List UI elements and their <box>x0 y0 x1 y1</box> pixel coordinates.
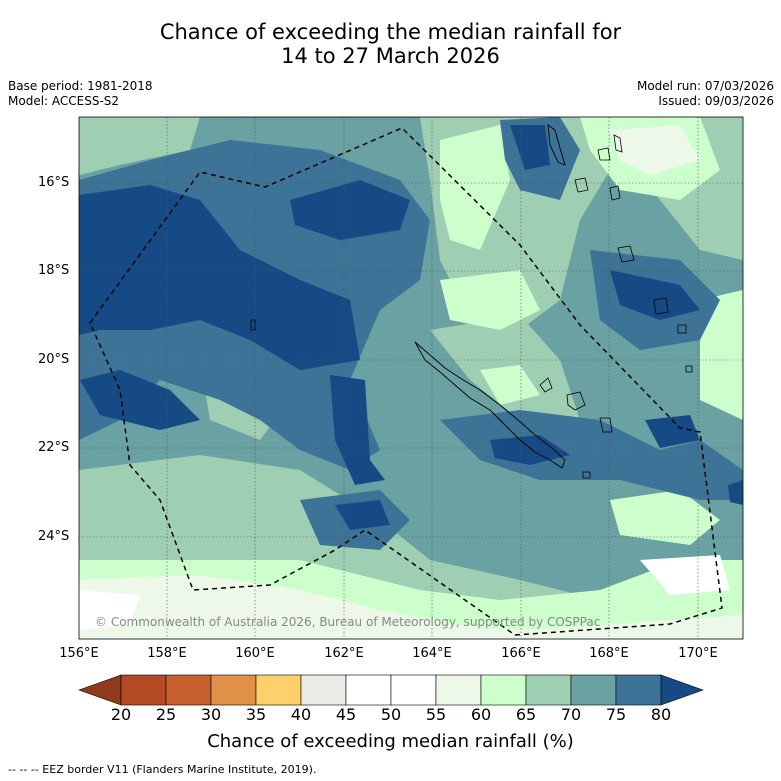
region-over-80-edge <box>728 480 743 505</box>
colorbar <box>78 674 704 706</box>
colorbar-swatch-55-60 <box>435 674 482 706</box>
colorbar-swatch-60-65 <box>480 674 527 706</box>
lat-label-20s: 20°S <box>38 352 70 367</box>
colorbar-tick-80: 80 <box>650 705 672 724</box>
colorbar-tick-75: 75 <box>605 705 627 724</box>
colorbar-tick-70: 70 <box>560 705 582 724</box>
copyright-text: © Commonwealth of Australia 2026, Bureau… <box>95 615 600 629</box>
colorbar-under-arrow <box>78 674 122 706</box>
colorbar-swatch-20-25 <box>120 674 167 706</box>
region-over-80-west <box>79 185 360 370</box>
region-60-65-se <box>610 490 720 545</box>
region-60-65-north <box>440 125 510 250</box>
colorbar-tick-45: 45 <box>335 705 357 724</box>
region-60-65-mid <box>440 270 540 330</box>
colorbar-tick-55: 55 <box>425 705 447 724</box>
lon-label-156e: 156°E <box>59 646 99 661</box>
colorbar-swatch-65-70 <box>525 674 572 706</box>
region-over-80-ncal <box>490 435 570 465</box>
map-title-line1: Chance of exceeding the median rainfall … <box>159 20 622 44</box>
colorbar-swatch-35-40 <box>255 674 302 706</box>
lon-label-170e: 170°E <box>678 646 718 661</box>
colorbar-tick-40: 40 <box>290 705 312 724</box>
region-50-55-se <box>640 555 730 595</box>
island-pines <box>582 471 591 479</box>
base-period: Base period: 1981-2018 <box>8 79 153 93</box>
region-60-65-east <box>700 290 743 420</box>
lat-label-22s: 22°S <box>38 440 70 455</box>
island-lifou <box>566 391 586 411</box>
island-mare <box>599 417 613 433</box>
lon-label-160e: 160°E <box>235 646 275 661</box>
eez-border <box>89 127 723 636</box>
region-75-80-ncal-south <box>440 410 743 500</box>
colorbar-title: Chance of exceeding median rainfall (%) <box>207 731 574 752</box>
colorbar-swatch-50-55 <box>390 674 437 706</box>
region-55-60-south <box>79 575 743 639</box>
lat-label-24s: 24°S <box>38 529 70 544</box>
colorbar-swatch-70-75 <box>570 674 617 706</box>
region-55-60-ne <box>610 125 700 175</box>
island-efate <box>617 245 635 263</box>
map-title-line2: 14 to 27 March 2026 <box>281 44 500 68</box>
island-pentecost <box>613 134 623 153</box>
colorbar-tick-20: 20 <box>110 705 132 724</box>
colorbar-tick-30: 30 <box>200 705 222 724</box>
colorbar-tick-25: 25 <box>155 705 177 724</box>
colorbar-swatch-75-80 <box>615 674 662 706</box>
region-over-80-vanuatu <box>510 125 550 170</box>
island-ouvea <box>539 377 553 393</box>
lon-label-166e: 166°E <box>501 646 541 661</box>
island-malakula <box>574 177 589 193</box>
lat-label-18s: 18°S <box>38 263 70 278</box>
lon-label-162e: 162°E <box>324 646 364 661</box>
issued-date: Issued: 09/03/2026 <box>658 94 774 108</box>
island-chesterfield <box>250 319 256 331</box>
rainfall-probability-map: © Commonwealth of Australia 2026, Bureau… <box>79 117 743 639</box>
new-caledonia-outline <box>414 341 566 469</box>
model-run: Model run: 07/03/2026 <box>636 79 774 93</box>
colorbar-tick-65: 65 <box>515 705 537 724</box>
gridlines <box>79 117 743 639</box>
lon-label-164e: 164°E <box>412 646 452 661</box>
colorbar-swatch-30-35 <box>210 674 257 706</box>
island-espiritu-santo <box>547 124 566 166</box>
region-over-80-north <box>290 180 410 240</box>
eez-footnote: -- -- -- EEZ border V11 (Flanders Marine… <box>8 763 317 776</box>
island-ambrym <box>609 185 621 201</box>
colorbar-tick-50: 50 <box>380 705 402 724</box>
meta-left: Base period: 1981-2018 Model: ACCESS-S2 <box>8 79 153 109</box>
lat-label-16s: 16°S <box>38 175 70 190</box>
region-over-80-east <box>645 415 700 448</box>
map-frame <box>78 116 744 640</box>
lon-label-168e: 168°E <box>589 646 629 661</box>
region-over-80-vanuatu-s <box>610 270 700 320</box>
colorbar-swatch-45-50 <box>345 674 392 706</box>
colorbar-tick-60: 60 <box>470 705 492 724</box>
island-tanna <box>677 324 687 334</box>
island-maewo <box>597 147 611 161</box>
region-60-65-belep <box>480 365 540 405</box>
region-50-55-sw <box>79 590 140 630</box>
colorbar-swatch-25-30 <box>165 674 212 706</box>
island-aneityum <box>685 365 693 373</box>
region-over-80-south <box>335 500 390 530</box>
region-over-80-sw <box>80 370 200 430</box>
colorbar-over-arrow <box>660 674 704 706</box>
meta-right: Model run: 07/03/2026 Issued: 09/03/2026 <box>637 79 774 109</box>
colorbar-tick-35: 35 <box>245 705 267 724</box>
region-65-70-nw <box>79 117 200 175</box>
island-erromango <box>653 297 669 315</box>
model-name: Model: ACCESS-S2 <box>8 94 120 108</box>
colorbar-swatch-40-45 <box>300 674 347 706</box>
lon-label-158e: 158°E <box>147 646 187 661</box>
